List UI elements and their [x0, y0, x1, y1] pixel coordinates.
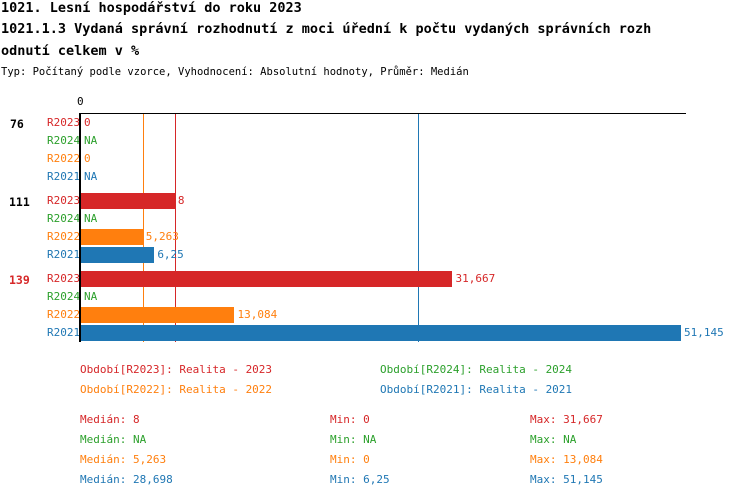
stat-min: Min: 0 [330, 413, 370, 426]
series-label: R2023 [47, 194, 81, 207]
chart-subtitle-line2: odnutí celkem v % [1, 43, 140, 59]
bar-value-label: NA [84, 212, 98, 225]
x-axis-line [79, 113, 686, 114]
series-label: R2021 [47, 170, 81, 183]
y-axis-line [79, 114, 81, 342]
group-label: 111 [9, 195, 30, 209]
series-label: R2021 [47, 326, 81, 339]
bar-value-label: 8 [177, 194, 185, 207]
bar-value-label: 0 [84, 152, 91, 165]
chart-meta: Typ: Počítaný podle vzorce, Vyhodnocení:… [1, 66, 469, 78]
bar [81, 229, 143, 245]
bar-value-label: NA [84, 134, 98, 147]
series-label: R2024 [47, 212, 81, 225]
stat-median: Medián: 8 [80, 413, 140, 426]
stat-median: Medián: NA [80, 433, 147, 446]
legend-item: Období[R2021]: Realita - 2021 [380, 383, 573, 396]
bar-value-label: 6,25 [157, 248, 184, 261]
series-label: R2024 [47, 290, 81, 303]
bar-value-label: 51,145 [684, 326, 724, 339]
series-label: R2022 [47, 308, 81, 321]
bar [81, 325, 681, 341]
stat-max: Max: 31,667 [530, 413, 603, 426]
group-label: 76 [10, 117, 24, 131]
legend-item: Období[R2024]: Realita - 2024 [380, 363, 573, 376]
axis-zero-label: 0 [77, 95, 84, 108]
stat-max: Max: 13,084 [530, 453, 603, 466]
median-line [174, 114, 176, 342]
page-title: 1021. Lesní hospodářství do roku 2023 [1, 0, 302, 16]
bar [81, 271, 453, 287]
stat-min: Min: 6,25 [330, 473, 390, 486]
bar [81, 307, 235, 323]
stat-min: Min: NA [330, 433, 377, 446]
chart-subtitle-line1: 1021.1.3 Vydaná správní rozhodnutí z moc… [1, 21, 652, 37]
series-label: R2023 [47, 116, 81, 129]
bar [81, 247, 155, 263]
stat-max: Max: 51,145 [530, 473, 603, 486]
median-line [142, 114, 144, 342]
bar-value-label: NA [84, 290, 98, 303]
series-label: R2022 [47, 152, 81, 165]
series-label: R2023 [47, 272, 81, 285]
legend-item: Období[R2023]: Realita - 2023 [80, 363, 273, 376]
series-label: R2022 [47, 230, 81, 243]
stat-max: Max: NA [530, 433, 577, 446]
median-line [417, 114, 419, 342]
bar-value-label: 13,084 [237, 308, 278, 321]
bar-value-label: NA [84, 170, 98, 183]
stat-min: Min: 0 [330, 453, 370, 466]
series-label: R2024 [47, 134, 81, 147]
bar [81, 193, 175, 209]
stat-median: Medián: 5,263 [80, 453, 167, 466]
group-label: 139 [9, 273, 30, 287]
bar-value-label: 0 [84, 116, 91, 129]
stat-median: Medián: 28,698 [80, 473, 173, 486]
bar-value-label: 5,263 [145, 230, 179, 243]
legend-item: Období[R2022]: Realita - 2022 [80, 383, 273, 396]
series-label: R2021 [47, 248, 81, 261]
bar-value-label: 31,667 [455, 272, 496, 285]
